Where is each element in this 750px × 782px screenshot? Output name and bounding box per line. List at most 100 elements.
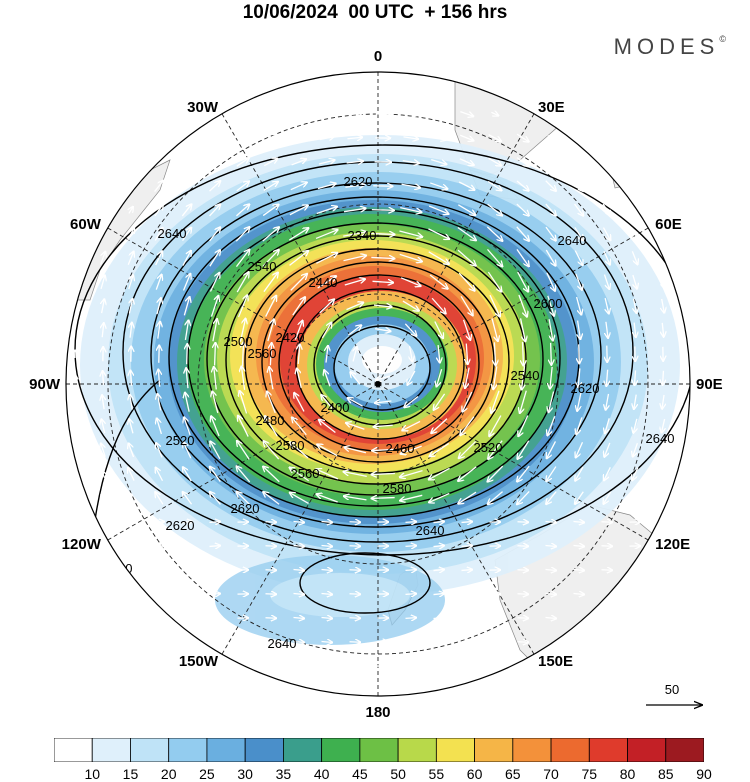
- wind-vector: [317, 444, 338, 457]
- wind-vector: [209, 157, 220, 168]
- wind-vector: [154, 180, 164, 192]
- colorbar-label: 85: [657, 766, 674, 782]
- wind-vector: [209, 546, 221, 547]
- contour-2400: [333, 325, 431, 411]
- wind-vector: [601, 546, 613, 547]
- wind-vector: [293, 665, 305, 666]
- wind-vector: [343, 472, 367, 478]
- contour-label: 2620: [344, 174, 373, 189]
- colorbar-label: 60: [466, 766, 483, 782]
- wind-vector: [431, 136, 446, 140]
- wind-vector: [573, 180, 583, 192]
- wind-vector: [265, 295, 277, 317]
- wind-vector: [102, 395, 104, 410]
- wind-vector: [433, 593, 445, 594]
- wind-vector: [431, 112, 446, 115]
- wind-vector: [373, 425, 393, 426]
- longitude-label: 150W: [179, 653, 219, 670]
- wind-vector: [461, 522, 473, 523]
- wind-vector: [236, 134, 249, 143]
- colorbar-swatch: [244, 738, 284, 762]
- wind-vector: [518, 294, 527, 317]
- wind-vector: [407, 370, 416, 385]
- wind-vector: [661, 274, 665, 289]
- wind-vector: [404, 323, 416, 336]
- wind-vector: [548, 319, 553, 341]
- wind-vector: [185, 320, 188, 341]
- wind-vector: [486, 248, 502, 266]
- wind-vector: [293, 617, 305, 618]
- wind-vector: [433, 521, 445, 522]
- colorbar-swatch: [321, 738, 361, 762]
- wind-vector: [101, 470, 104, 478]
- wind-vector: [209, 250, 220, 267]
- wind-vector: [428, 228, 449, 239]
- wind-vector: [294, 320, 302, 340]
- wind-vector: [209, 522, 221, 523]
- wind-vector: [265, 570, 277, 571]
- wind-vector: [236, 466, 251, 483]
- wind-vector: [603, 491, 612, 504]
- wind-vector: [436, 369, 443, 387]
- wind-vector: [290, 274, 308, 291]
- wind-vector: [575, 491, 584, 504]
- wind-vector: [315, 230, 338, 240]
- wind-vector: [402, 300, 419, 311]
- wind-vector: [517, 546, 529, 547]
- wind-vector: [350, 90, 359, 91]
- wind-vector: [548, 391, 555, 412]
- contour-label: 2500: [224, 334, 253, 349]
- wind-vector: [236, 181, 250, 192]
- colorbar-swatch: [91, 738, 131, 762]
- wind-vector: [603, 274, 609, 290]
- wind-vector: [237, 295, 248, 318]
- wind-vector: [516, 180, 529, 191]
- wind-vector: [186, 368, 188, 389]
- wind-vector: [517, 440, 530, 460]
- colorbar-swatch: [474, 738, 514, 762]
- wind-vector: [181, 204, 191, 217]
- colorbar-swatch: [588, 738, 628, 762]
- colorbar-label: 35: [275, 766, 292, 782]
- wind-vector: [488, 440, 503, 460]
- wind-vector: [516, 226, 529, 241]
- map-border: [65, 71, 691, 697]
- wind-vector: [292, 417, 307, 436]
- wind-vector: [154, 204, 163, 217]
- wind-vector: [343, 232, 366, 237]
- contour-labels: 2620 2340 2540 2440 2640 2600 2620 2640 2540 2520…: [104, 174, 675, 651]
- wind-vector: [353, 347, 357, 362]
- wind-vector: [127, 228, 135, 241]
- wind-vector: [129, 299, 132, 314]
- wind-vector: [153, 522, 165, 523]
- wind-vector: [326, 345, 328, 363]
- wind-vector: [460, 295, 473, 315]
- wind-vector: [433, 617, 445, 618]
- wind-vector: [458, 441, 476, 459]
- wind-vector: [545, 593, 557, 594]
- contour-label: 2340: [348, 228, 377, 243]
- meridian-line: [107, 383, 379, 541]
- wind-vector: [429, 274, 448, 289]
- wind-vector: [458, 491, 477, 504]
- wind-vector: [181, 617, 193, 618]
- wind-vector: [292, 297, 305, 316]
- contour-label: 2400: [321, 400, 350, 415]
- wind-vector: [241, 366, 244, 390]
- wind-vector: [466, 343, 467, 365]
- contour-label: 2560: [291, 466, 320, 481]
- wind-vector: [321, 569, 333, 570]
- wind-vector: [319, 136, 335, 139]
- wind-vector: [321, 395, 334, 410]
- brand-text: MODES: [613, 34, 720, 59]
- wind-vector: [289, 251, 309, 266]
- wind-vector: [321, 322, 331, 339]
- wind-vector: [319, 113, 334, 116]
- reference-arrow: [646, 682, 712, 712]
- wind-vector: [523, 342, 524, 366]
- wind-vector: [349, 594, 361, 595]
- wind-vector: [263, 441, 280, 460]
- wind-vector: [347, 398, 363, 407]
- contour-label: 2620: [571, 381, 600, 396]
- wind-vector: [546, 466, 557, 482]
